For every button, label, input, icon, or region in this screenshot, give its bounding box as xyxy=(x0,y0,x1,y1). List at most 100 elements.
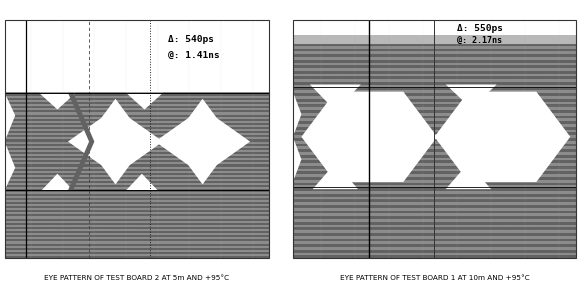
Bar xyxy=(293,169,576,171)
Bar xyxy=(293,227,576,230)
Bar xyxy=(5,191,269,194)
Bar xyxy=(293,222,576,224)
Bar xyxy=(5,148,269,150)
Bar xyxy=(5,115,269,117)
Bar xyxy=(293,255,576,258)
Polygon shape xyxy=(68,99,163,184)
Text: EYE PATTERN OF TEST BOARD 2 AT 5m AND +95°C: EYE PATTERN OF TEST BOARD 2 AT 5m AND +9… xyxy=(44,275,229,281)
Bar xyxy=(5,225,269,227)
Bar xyxy=(293,118,576,121)
Bar xyxy=(5,127,269,129)
Bar xyxy=(5,223,269,225)
Bar xyxy=(293,177,576,180)
Bar xyxy=(5,166,269,168)
Bar xyxy=(293,213,576,216)
Polygon shape xyxy=(39,93,76,109)
Polygon shape xyxy=(434,92,570,182)
Bar xyxy=(5,183,269,185)
Bar xyxy=(293,130,576,132)
Bar xyxy=(5,233,269,235)
Bar xyxy=(5,189,269,191)
Bar xyxy=(5,177,269,179)
Bar xyxy=(5,129,269,131)
Bar xyxy=(293,171,576,174)
Polygon shape xyxy=(126,174,158,190)
Bar xyxy=(5,154,269,156)
Bar xyxy=(293,144,576,146)
Bar xyxy=(5,221,269,223)
Bar xyxy=(293,116,576,118)
Bar xyxy=(293,77,576,79)
Bar xyxy=(5,204,269,206)
Polygon shape xyxy=(293,137,302,182)
Bar xyxy=(293,124,576,127)
Bar xyxy=(5,175,269,177)
Bar xyxy=(5,248,269,250)
Bar xyxy=(5,179,269,181)
Polygon shape xyxy=(126,93,163,109)
Bar xyxy=(5,242,269,244)
Bar xyxy=(5,121,269,123)
Bar xyxy=(5,196,269,198)
Bar xyxy=(5,171,269,173)
Bar xyxy=(293,157,576,160)
Bar xyxy=(293,46,576,48)
Bar xyxy=(293,166,576,169)
Polygon shape xyxy=(313,163,358,189)
Bar xyxy=(5,146,269,148)
Bar xyxy=(293,57,576,60)
Polygon shape xyxy=(68,93,95,190)
Bar xyxy=(293,191,576,194)
Bar xyxy=(293,253,576,255)
Bar xyxy=(293,183,576,185)
Bar xyxy=(5,113,269,115)
Bar xyxy=(293,141,576,144)
Bar xyxy=(5,212,269,214)
Bar xyxy=(293,51,576,54)
Text: @: 1.41ns: @: 1.41ns xyxy=(168,51,220,60)
Bar xyxy=(5,239,269,242)
Bar xyxy=(293,113,576,116)
Bar xyxy=(293,244,576,247)
Bar xyxy=(5,246,269,248)
Bar xyxy=(5,100,269,102)
Bar xyxy=(5,135,269,137)
Polygon shape xyxy=(302,92,437,182)
Bar xyxy=(293,247,576,250)
Bar xyxy=(5,131,269,133)
Text: Δ: 550ps: Δ: 550ps xyxy=(457,24,503,33)
Bar xyxy=(5,254,269,256)
Bar xyxy=(5,137,269,139)
Polygon shape xyxy=(446,163,491,189)
Bar xyxy=(293,20,576,35)
Bar xyxy=(5,133,269,135)
Bar xyxy=(5,139,269,142)
Bar xyxy=(293,174,576,177)
Bar xyxy=(5,173,269,175)
Bar xyxy=(293,127,576,130)
Bar xyxy=(293,155,576,157)
Bar xyxy=(293,99,576,101)
Text: @: 2.17ns: @: 2.17ns xyxy=(457,36,502,45)
Bar xyxy=(5,102,269,104)
Bar xyxy=(293,160,576,163)
Bar xyxy=(5,123,269,125)
Bar xyxy=(293,71,576,74)
Bar xyxy=(293,188,576,191)
Bar xyxy=(5,256,269,258)
Bar xyxy=(293,146,576,149)
Bar xyxy=(5,162,269,164)
Bar xyxy=(5,94,269,96)
Bar xyxy=(5,142,269,144)
Bar xyxy=(293,230,576,233)
Bar xyxy=(293,90,576,93)
Bar xyxy=(293,241,576,244)
Bar xyxy=(293,65,576,68)
Bar xyxy=(5,98,269,100)
Polygon shape xyxy=(42,174,73,190)
Polygon shape xyxy=(155,99,250,184)
Bar xyxy=(293,233,576,236)
Bar xyxy=(293,239,576,241)
Bar xyxy=(293,132,576,135)
Bar xyxy=(293,135,576,138)
